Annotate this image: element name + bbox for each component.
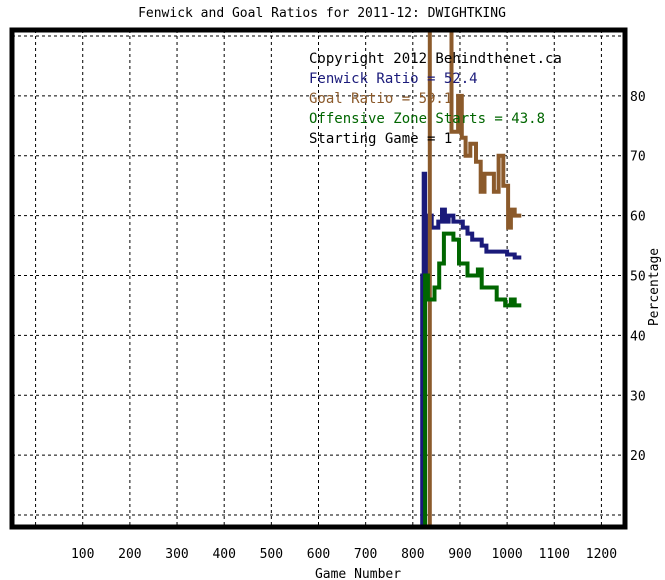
- y-tick-label: 60: [630, 210, 646, 225]
- y-tick-label: 50: [630, 270, 646, 285]
- series-line-3: [423, 231, 522, 527]
- x-tick-label: 100: [71, 547, 94, 562]
- starting-game-text: Starting Game = 1: [309, 131, 452, 147]
- y-tick-label: 70: [630, 150, 646, 165]
- grid: [12, 30, 625, 527]
- y-tick-label: 20: [630, 449, 646, 464]
- x-tick-label: 500: [260, 547, 283, 562]
- legend: Copyright 2012 Behindthenet.ca Fenwick Ra…: [309, 51, 562, 147]
- x-tick-label: 600: [307, 547, 330, 562]
- y-tick-label: 80: [630, 90, 646, 105]
- legend-entry-fenwick: Fenwick Ratio = 52.4: [309, 71, 478, 87]
- x-tick-label: 1200: [586, 547, 617, 562]
- y-tick-labels: 20 30 40 50 60 70 80: [630, 90, 646, 464]
- x-tick-label: 400: [212, 547, 235, 562]
- x-tick-label: 200: [118, 547, 141, 562]
- x-tick-label: 700: [354, 547, 377, 562]
- plot-frame: [9, 27, 628, 530]
- x-tick-label: 300: [165, 547, 188, 562]
- legend-entry-ozone: Offensive Zone Starts = 43.8: [309, 111, 545, 127]
- x-tick-label: 800: [401, 547, 424, 562]
- x-axis-label: Game Number: [315, 567, 401, 580]
- x-tick-label: 1100: [539, 547, 570, 562]
- y-tick-label: 40: [630, 329, 646, 344]
- x-tick-label: 1000: [491, 547, 522, 562]
- y-tick-label: 30: [630, 389, 646, 404]
- x-tick-labels: 100 200 300 400 500 600 700 800 900 1000 1100 1200: [71, 547, 617, 562]
- series-line-1: [420, 171, 522, 527]
- x-tick-label: 900: [448, 547, 471, 562]
- copyright-text: Copyright 2012 Behindthenet.ca: [309, 51, 562, 67]
- y-axis-label: Percentage: [647, 248, 662, 326]
- legend-entry-goal: Goal Ratio = 59.1: [309, 91, 452, 107]
- chart-title: Fenwick and Goal Ratios for 2011-12: DWI…: [138, 6, 506, 21]
